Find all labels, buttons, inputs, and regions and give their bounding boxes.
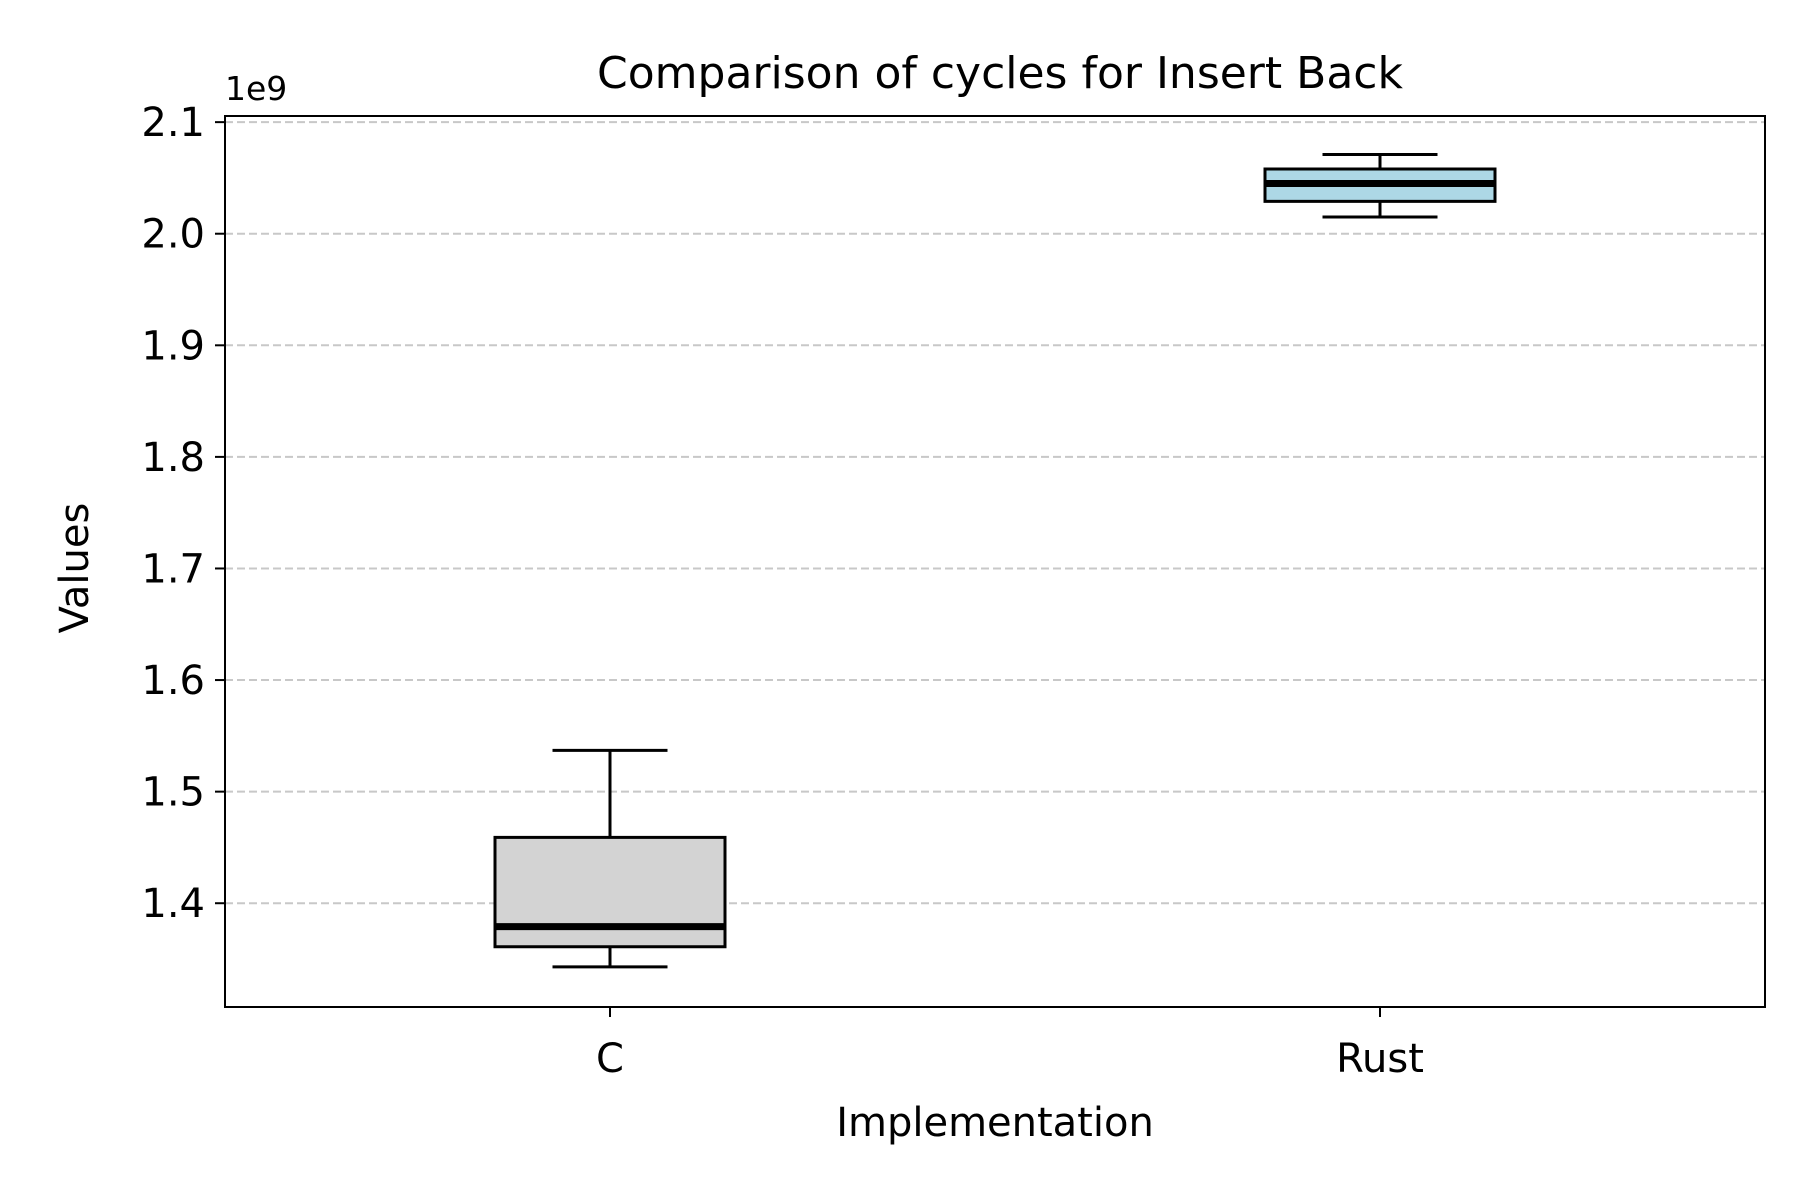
x-axis-label: Implementation bbox=[836, 1100, 1154, 1146]
y-axis-label: Values bbox=[52, 503, 98, 634]
y-tick-label: 1.6 bbox=[141, 658, 205, 704]
box-c bbox=[493, 748, 727, 969]
x-tick-label: Rust bbox=[1336, 1036, 1424, 1082]
y-tick-label: 1.8 bbox=[141, 435, 205, 481]
y-tick-label: 2.1 bbox=[141, 100, 205, 146]
y-axis: 1.4 1.5 1.6 1.7 1.8 1.9 2.0 2.1 bbox=[141, 100, 225, 927]
box-rust bbox=[1263, 152, 1497, 219]
y-tick-label: 1.4 bbox=[141, 881, 205, 927]
plot-frame bbox=[224, 115, 1766, 1008]
x-axis: C Rust bbox=[596, 1007, 1424, 1082]
y-tick-label: 1.7 bbox=[141, 546, 205, 592]
grid-lines bbox=[225, 121, 1765, 905]
box-marks bbox=[493, 152, 1497, 969]
y-tick-label: 1.5 bbox=[141, 770, 205, 816]
iqr-box bbox=[493, 835, 727, 949]
y-tick-label: 2.0 bbox=[141, 212, 205, 258]
y-tick-label: 1.9 bbox=[141, 323, 205, 369]
x-tick-label: C bbox=[596, 1036, 624, 1082]
y-offset-label: 1e9 bbox=[225, 69, 287, 108]
chart-title: Comparison of cycles for Insert Back bbox=[597, 48, 1403, 99]
